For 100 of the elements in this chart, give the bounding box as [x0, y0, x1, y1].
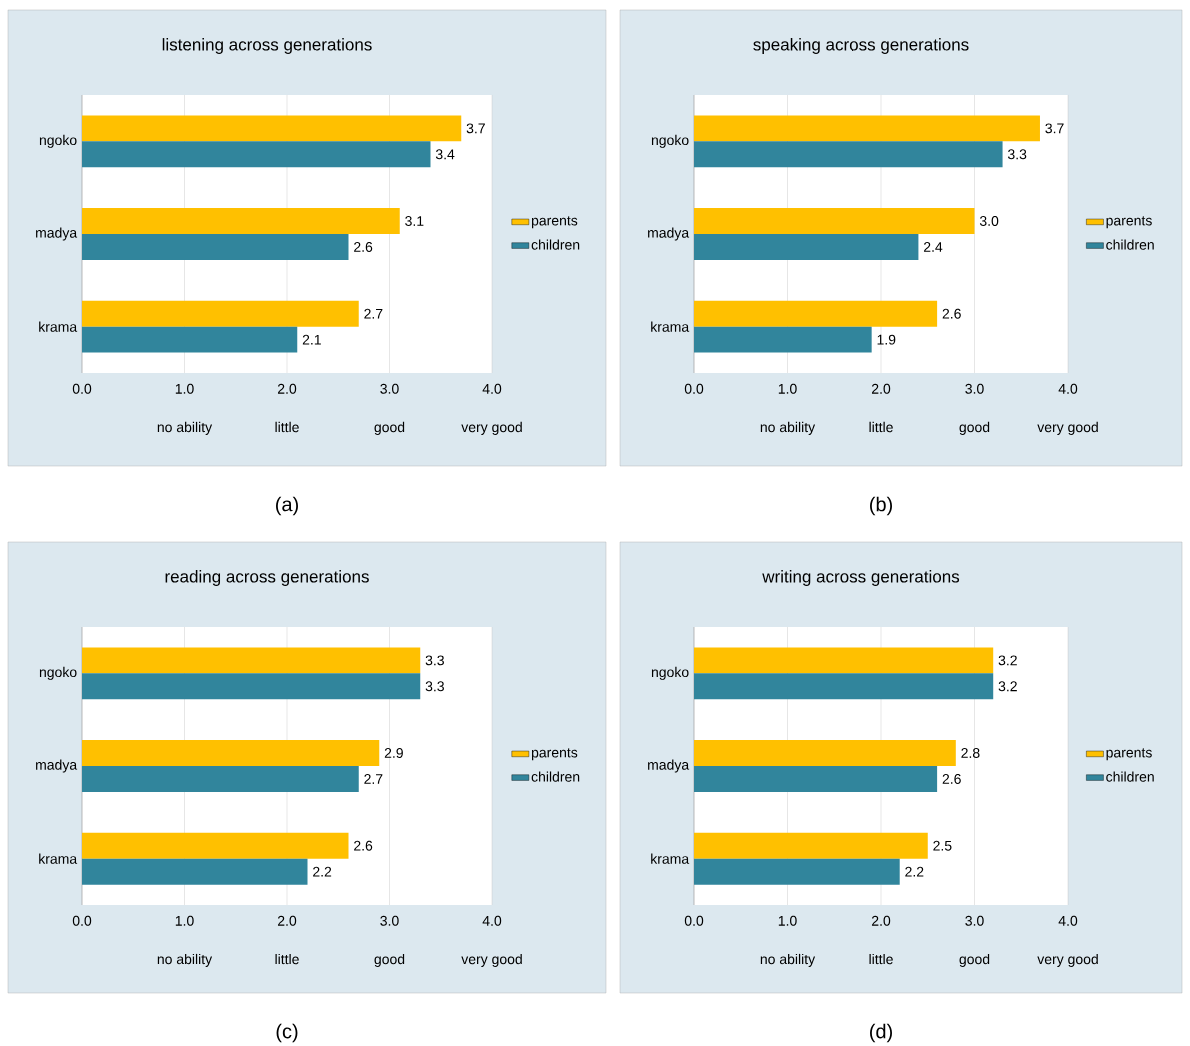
- text: little: [275, 953, 299, 965]
- y-tick-label: ngoko: [39, 134, 77, 148]
- bar: [694, 766, 938, 792]
- data-label: 3.7: [1045, 123, 1064, 134]
- legend-label: parents: [1106, 216, 1152, 229]
- x-tick-label: 4.0: [482, 915, 502, 926]
- text: very good: [1037, 421, 1098, 435]
- text: (d): [870, 1023, 892, 1043]
- data-label: 2.7: [364, 308, 383, 319]
- bar: [694, 832, 928, 859]
- bar: [694, 234, 919, 260]
- bar: [82, 300, 359, 327]
- bar: [82, 208, 400, 234]
- data-label: 2.6: [354, 840, 373, 851]
- bar: [694, 858, 900, 885]
- bar: [82, 141, 431, 168]
- x-tick-label: 2.0: [277, 915, 297, 926]
- data-label: 2.9: [384, 748, 403, 758]
- legend-label: parents: [1106, 748, 1152, 761]
- bar: [694, 647, 994, 674]
- data-label: 2.2: [905, 866, 924, 877]
- chart-title: speaking across generations: [753, 38, 969, 54]
- bar: [82, 832, 349, 859]
- x-tick-label: 2.0: [871, 915, 891, 926]
- legend-label: children: [531, 239, 580, 250]
- x-tick-label: 2.0: [871, 383, 891, 394]
- data-label: 3.2: [998, 681, 1017, 692]
- data-label: 2.2: [313, 866, 332, 877]
- text: no ability: [157, 953, 213, 967]
- bar: [694, 740, 956, 767]
- data-label: 2.6: [354, 242, 373, 252]
- bar: [82, 673, 421, 700]
- text: little: [275, 421, 299, 433]
- y-tick-label: krama: [651, 853, 690, 864]
- text: very good: [461, 421, 522, 435]
- x-tick-label: 0.0: [684, 383, 704, 394]
- x-tick-label: 1.0: [175, 383, 194, 394]
- x-tick-label: 0.0: [684, 915, 704, 926]
- text: good: [959, 953, 990, 967]
- bar: [82, 766, 359, 792]
- text: no ability: [157, 421, 213, 435]
- data-label: 2.6: [942, 308, 961, 319]
- bar: [82, 858, 308, 885]
- data-label: 3.4: [435, 149, 455, 160]
- x-tick-label: 3.0: [965, 915, 984, 926]
- y-tick-label: ngoko: [651, 134, 689, 148]
- data-label: 3.3: [425, 655, 444, 666]
- bar: [82, 115, 462, 142]
- data-label: 2.1: [302, 334, 321, 345]
- text: (a): [276, 496, 298, 516]
- bar: [82, 234, 349, 260]
- bar: [694, 208, 975, 234]
- legend-label: children: [1106, 239, 1154, 250]
- data-label: 1.9: [877, 334, 896, 345]
- y-tick-label: krama: [39, 321, 78, 332]
- data-label: 3.7: [466, 123, 485, 134]
- text: little: [869, 421, 893, 433]
- text: no ability: [760, 421, 816, 435]
- data-label: 3.0: [979, 216, 999, 226]
- data-label: 3.1: [405, 216, 424, 226]
- bar: [82, 740, 380, 767]
- x-tick-label: 0.0: [72, 383, 92, 394]
- x-tick-label: 3.0: [965, 383, 984, 394]
- bar: [694, 300, 938, 327]
- x-tick-label: 4.0: [1058, 383, 1078, 394]
- text: no ability: [760, 953, 816, 967]
- y-tick-label: krama: [39, 853, 78, 864]
- data-label: 3.3: [425, 681, 444, 692]
- text: (b): [870, 496, 892, 516]
- text: very good: [1037, 953, 1098, 967]
- x-tick-label: 3.0: [380, 915, 399, 926]
- data-label: 3.2: [998, 655, 1017, 666]
- bar: [82, 647, 421, 674]
- y-tick-label: krama: [651, 321, 690, 332]
- legend-label: parents: [531, 216, 578, 229]
- chart-title: reading across generations: [165, 570, 369, 586]
- data-label: 2.7: [364, 774, 383, 784]
- chart-title: writing across generations: [762, 570, 960, 586]
- x-tick-label: 1.0: [778, 915, 797, 926]
- bar: [694, 673, 994, 700]
- bar: [82, 326, 298, 353]
- x-tick-label: 0.0: [72, 915, 92, 926]
- y-tick-label: ngoko: [39, 666, 77, 680]
- data-label: 2.5: [933, 840, 952, 851]
- text: little: [869, 953, 893, 965]
- bar: [694, 115, 1040, 142]
- text: good: [374, 953, 405, 967]
- data-label: 2.6: [942, 774, 961, 784]
- text: good: [374, 421, 405, 435]
- x-tick-label: 1.0: [175, 915, 194, 926]
- data-label: 2.4: [923, 242, 943, 252]
- x-tick-label: 2.0: [277, 383, 297, 394]
- legend-label: children: [1106, 771, 1154, 782]
- y-tick-label: ngoko: [651, 666, 689, 680]
- bar: [694, 141, 1003, 168]
- text: good: [959, 421, 990, 435]
- y-tick-label: madya: [36, 227, 78, 241]
- y-tick-label: madya: [648, 759, 690, 773]
- text: very good: [461, 953, 522, 967]
- x-tick-label: 3.0: [380, 383, 399, 394]
